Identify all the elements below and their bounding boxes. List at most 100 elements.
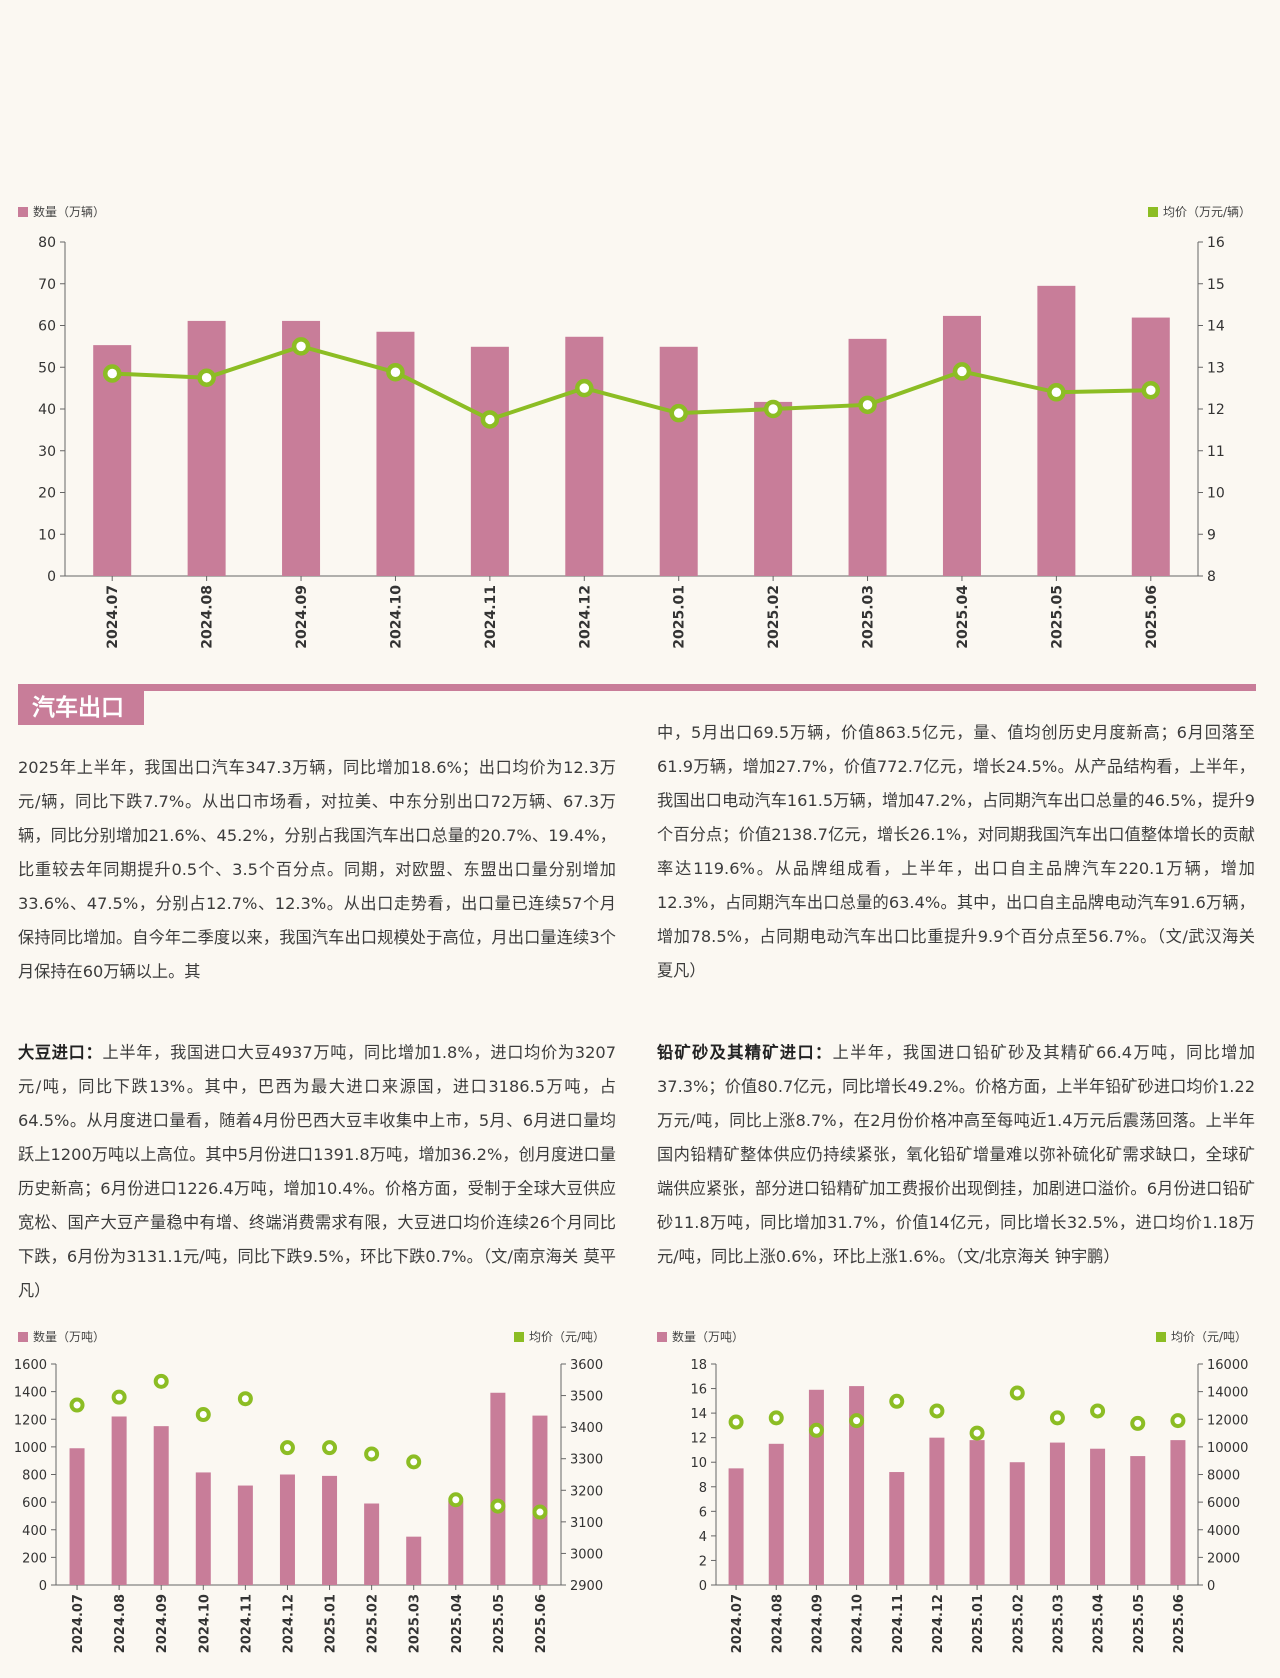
y-right-tick-label: 4000 <box>1207 1524 1240 1539</box>
bar-2025.03 <box>406 1536 422 1585</box>
soybean-paragraph: 大豆进口：上半年，我国进口大豆4937万吨，同比增加1.8%，进口均价为3207… <box>18 1036 616 1308</box>
y-right-tick-label: 10000 <box>1207 1441 1248 1456</box>
bar-2025.02 <box>364 1503 380 1585</box>
avg-price-point-2024.11 <box>237 1391 253 1407</box>
bar-2025.05 <box>1130 1456 1146 1585</box>
y-right-tick-label: 10 <box>1207 486 1225 502</box>
y-left-tick-label: 1000 <box>14 1441 47 1456</box>
x-tick-label: 2025.03 <box>1051 1594 1066 1653</box>
avg-price-point-2025.02 <box>763 399 783 419</box>
car-export-text-left: 2025年上半年，我国出口汽车347.3万辆，同比增加18.6%；出口均价为12… <box>18 758 616 981</box>
x-tick-label: 2025.06 <box>534 1594 549 1653</box>
y-left-tick-label: 200 <box>22 1551 47 1566</box>
avg-price-point-2024.07 <box>102 364 122 383</box>
avg-price-point-2024.12 <box>279 1440 295 1456</box>
avg-price-point-2025.03 <box>858 395 877 415</box>
bar-2025.01 <box>969 1440 985 1585</box>
y-left-tick-label: 10 <box>38 527 56 543</box>
x-tick-label: 2024.07 <box>730 1594 745 1653</box>
y-right-tick-label: 2000 <box>1207 1551 1240 1566</box>
bar-2024.12 <box>929 1437 945 1585</box>
y-left-tick-label: 0 <box>699 1579 707 1594</box>
avg-price-point-2024.10 <box>849 1413 865 1429</box>
y-left-tick-label: 400 <box>22 1524 47 1539</box>
legend-avg-price: 均价（万元/辆） <box>1163 205 1251 219</box>
x-tick-label: 2024.11 <box>483 585 499 649</box>
avg-price-point-2025.04 <box>952 362 972 381</box>
x-tick-label: 2025.01 <box>971 1594 986 1653</box>
bar-2025.02 <box>754 401 793 576</box>
bar-2025.04 <box>942 315 981 576</box>
x-tick-label: 2024.08 <box>770 1594 785 1653</box>
legend-quantity: 数量（万吨） <box>672 1329 744 1344</box>
y-right-tick-label: 8 <box>1207 569 1216 585</box>
y-right-tick-label: 3100 <box>570 1516 603 1531</box>
bar-2024.11 <box>237 1485 253 1585</box>
car-export-chart: 数量（万辆） 均价（万元/辆） 80 70 60 50 40 30 20 10 0 16 15 14 13 1… <box>18 204 1251 649</box>
y-left-tick-label: 0 <box>39 1579 47 1594</box>
avg-price-point-2025.01 <box>969 1425 985 1441</box>
x-tick-label: 2025.01 <box>324 1594 339 1653</box>
avg-price-point-2025.02 <box>1009 1385 1025 1401</box>
bar-2024.11 <box>470 346 509 576</box>
y-left-tick-label: 40 <box>38 402 56 418</box>
avg-price-point-2024.09 <box>153 1373 169 1389</box>
x-tick-label: 2024.12 <box>577 585 593 649</box>
avg-price-point-2024.09 <box>291 337 311 356</box>
y-right-tick-label: 14 <box>1207 319 1225 335</box>
x-tick-label: 2025.02 <box>1011 1594 1026 1653</box>
y-left-tick-label: 4 <box>699 1530 707 1545</box>
x-tick-label: 2024.08 <box>113 1594 128 1653</box>
y-right-tick-label: 6000 <box>1207 1496 1240 1511</box>
y-right-tick-label: 16000 <box>1207 1358 1248 1373</box>
legend-avg-price: 均价（元/吨） <box>529 1330 605 1344</box>
x-tick-label: 2025.05 <box>1049 585 1065 649</box>
bar-2025.05 <box>1037 285 1076 576</box>
bar-2024.09 <box>808 1389 824 1585</box>
bar-2024.07 <box>69 1448 85 1585</box>
y-left-tick-label: 18 <box>690 1358 707 1373</box>
x-tick-label: 2025.04 <box>955 585 971 649</box>
y-left-tick-label: 16 <box>690 1383 707 1398</box>
x-tick-label: 2025.04 <box>1092 1594 1107 1653</box>
avg-price-line <box>112 344 1151 422</box>
bar-2025.02 <box>1009 1462 1025 1585</box>
x-tick-label: 2024.10 <box>851 1594 866 1653</box>
y-left-tick-label: 10 <box>690 1456 707 1471</box>
avg-price-point-2024.10 <box>195 1407 211 1423</box>
lead-ore-text: 上半年，我国进口铅矿砂及其精矿66.4万吨，同比增加37.3%；价值80.7亿元… <box>657 1043 1256 1266</box>
avg-price-point-2025.02 <box>364 1446 380 1462</box>
y-right-tick-label: 3400 <box>570 1421 603 1436</box>
y-left-tick-label: 20 <box>38 486 56 502</box>
avg-price-point-2024.08 <box>197 368 216 387</box>
x-tick-label: 2025.04 <box>450 1594 465 1653</box>
lead-ore-paragraph: 铅矿砂及其精矿进口：上半年，我国进口铅矿砂及其精矿66.4万吨，同比增加37.3… <box>657 1036 1255 1274</box>
x-tick-label: 2024.07 <box>105 585 121 649</box>
bar-2024.08 <box>111 1416 127 1585</box>
x-tick-label: 2025.06 <box>1144 585 1160 649</box>
soybean-text: 上半年，我国进口大豆4937万吨，同比增加1.8%，进口均价为3207元/吨，同… <box>18 1043 617 1300</box>
avg-price-point-2024.08 <box>111 1389 127 1405</box>
y-left-tick-label: 1200 <box>14 1413 47 1428</box>
legend-quantity: 数量（万辆） <box>33 204 105 219</box>
lead-ore-heading: 铅矿砂及其精矿进口： <box>657 1043 833 1062</box>
avg-price-point-2025.03 <box>406 1454 422 1470</box>
avg-price-point-2025.06 <box>1170 1413 1186 1429</box>
bar-2024.09 <box>282 320 321 576</box>
avg-price-point-2024.07 <box>728 1414 744 1430</box>
x-tick-label: 2024.10 <box>197 1594 212 1653</box>
avg-price-point-2025.01 <box>322 1440 338 1456</box>
y-right-tick-label: 12000 <box>1207 1413 1248 1428</box>
y-right-tick-label: 15 <box>1207 277 1225 293</box>
y-right-tick-label: 8000 <box>1207 1469 1240 1484</box>
bar-2025.06 <box>1170 1440 1186 1585</box>
y-left-tick-label: 2 <box>699 1554 707 1569</box>
y-right-tick-label: 16 <box>1207 235 1225 251</box>
avg-price-point-2025.01 <box>669 403 688 423</box>
x-tick-label: 2024.09 <box>155 1594 170 1653</box>
x-tick-label: 2024.11 <box>239 1594 254 1653</box>
legend-bar-swatch <box>18 207 28 217</box>
bar-2024.09 <box>153 1426 169 1585</box>
x-tick-label: 2024.07 <box>71 1594 86 1653</box>
bar-2024.10 <box>849 1386 865 1585</box>
